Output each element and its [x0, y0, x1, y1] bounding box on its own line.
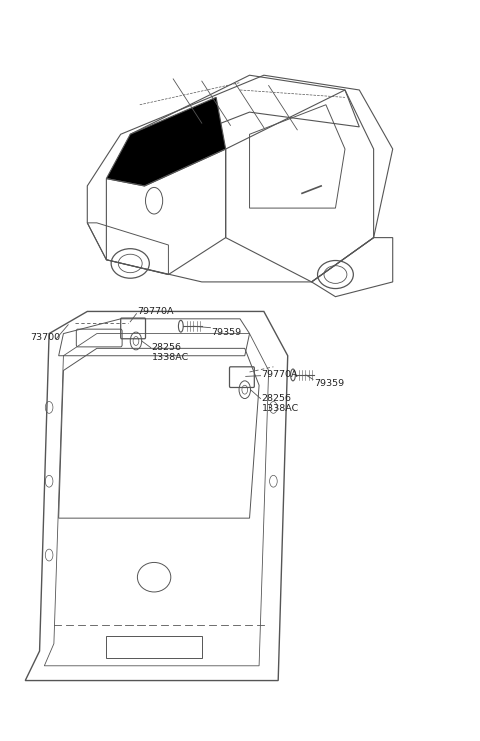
Text: 73700: 73700 — [30, 333, 60, 342]
Text: 79359: 79359 — [314, 379, 344, 388]
Text: 79770A: 79770A — [262, 370, 298, 379]
Text: 79770A: 79770A — [137, 307, 174, 316]
Polygon shape — [107, 97, 226, 186]
Text: 28256
1338AC: 28256 1338AC — [262, 394, 299, 413]
Text: 28256
1338AC: 28256 1338AC — [152, 343, 189, 362]
Text: 79359: 79359 — [211, 328, 241, 336]
